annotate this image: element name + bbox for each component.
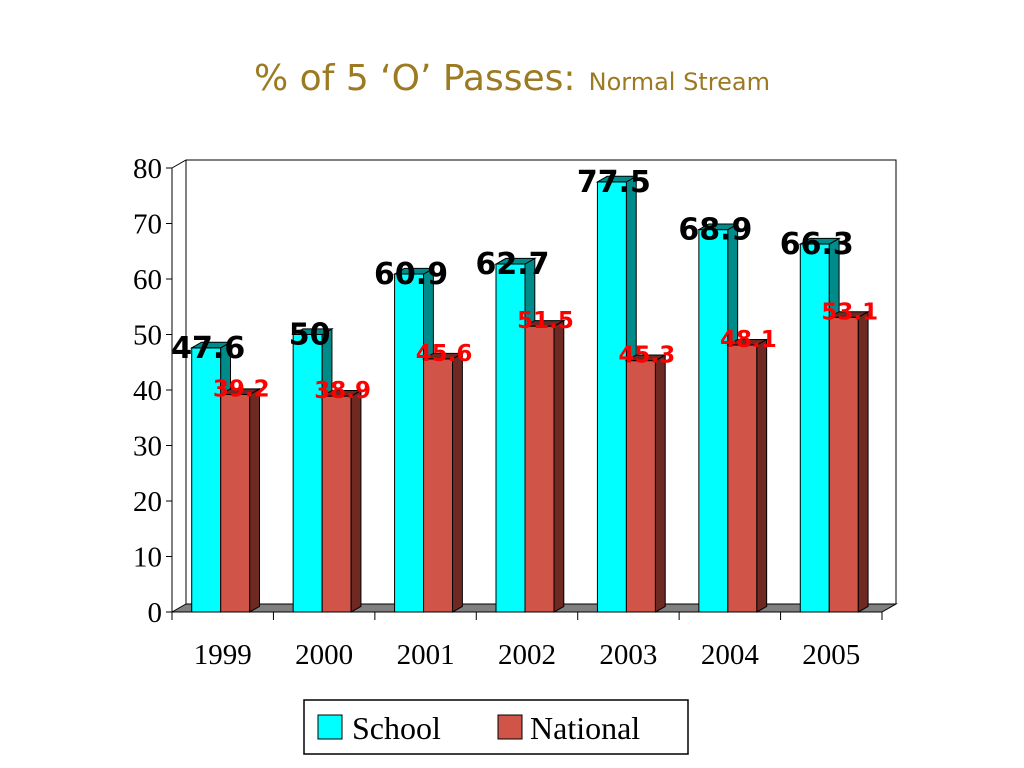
legend-swatch-school <box>317 714 343 740</box>
data-label-school: 62.7 <box>475 247 549 282</box>
bar-top <box>523 320 566 327</box>
data-label-school: 60.9 <box>374 257 448 292</box>
bar-top <box>291 328 334 335</box>
bar-national-2005 <box>827 310 870 613</box>
y-tick-label: 80 <box>133 153 162 185</box>
legend-box <box>303 699 689 755</box>
bar-national-1999 <box>218 387 262 613</box>
x-tick-label: 2001 <box>397 639 455 671</box>
bar-top <box>421 352 465 360</box>
bar-front <box>727 344 758 613</box>
bar-national-2001 <box>421 352 465 613</box>
bar-top <box>624 354 668 362</box>
bar-national-2002 <box>523 319 566 613</box>
bar-front <box>321 395 352 613</box>
bar-front <box>220 393 251 613</box>
y-tick-label: 50 <box>133 320 162 352</box>
x-tick-label: 2002 <box>498 639 556 671</box>
bar-side <box>249 387 261 613</box>
y-tick-label: 0 <box>148 597 163 629</box>
bar-front <box>828 316 859 613</box>
legend: School National <box>303 699 689 755</box>
y-tick-label: 60 <box>133 264 162 296</box>
bar-side <box>654 354 666 613</box>
bar-top <box>827 311 870 318</box>
y-tick-label: 10 <box>133 542 162 574</box>
data-label-national: 53.1 <box>821 299 878 325</box>
bar-front <box>423 358 454 613</box>
bar-national-2003 <box>624 354 668 613</box>
legend-label-national: National <box>530 710 640 746</box>
data-label-school: 77.5 <box>577 165 651 200</box>
x-tick-label: 2003 <box>599 639 657 671</box>
data-label-school: 68.9 <box>678 213 752 248</box>
legend-swatch-national <box>497 714 523 740</box>
bar-top <box>696 223 740 231</box>
x-tick-label: 2004 <box>701 639 760 671</box>
bar-top <box>595 175 639 183</box>
bar-side <box>857 310 869 613</box>
bar-front <box>799 243 830 613</box>
title-subtitle: Normal Stream <box>588 68 770 96</box>
bar-front <box>625 360 656 613</box>
bar-top <box>494 257 537 265</box>
data-label-school: 47.6 <box>171 331 245 366</box>
bar-top <box>320 390 363 397</box>
slide-title: % of 5 ‘O’ Passes: Normal Stream <box>0 58 1024 99</box>
bar-national-2000 <box>320 389 363 613</box>
x-tick-label: 1999 <box>194 639 252 671</box>
data-label-national: 48.1 <box>720 327 777 353</box>
y-tick-label: 40 <box>133 375 162 407</box>
bar-top <box>798 237 841 245</box>
bar-front <box>292 334 323 613</box>
bar-top <box>218 388 262 395</box>
bar-front <box>524 325 555 613</box>
bar-side <box>756 338 768 613</box>
data-label-school: 66.3 <box>780 227 854 262</box>
y-tick-label: 30 <box>133 431 162 463</box>
data-label-national: 39.2 <box>213 376 270 402</box>
x-tick-label: 2005 <box>802 639 860 671</box>
y-tick-label: 20 <box>133 486 162 518</box>
title-main: % of 5 ‘O’ Passes: <box>254 58 576 99</box>
y-tick-label: 70 <box>133 209 162 241</box>
bar-national-2004 <box>725 338 769 613</box>
bar-top <box>392 267 436 275</box>
data-label-national: 38.9 <box>314 378 371 404</box>
data-label-national: 45.6 <box>416 341 473 367</box>
bar-front <box>698 229 729 613</box>
bar-front <box>495 263 526 613</box>
data-label-national: 45.3 <box>619 343 676 369</box>
data-label-school: 50 <box>289 318 331 353</box>
x-tick-label: 2000 <box>295 639 353 671</box>
data-label-national: 51.5 <box>517 308 574 334</box>
legend-label-school: School <box>352 710 441 746</box>
bar-side <box>350 389 362 613</box>
bar-top <box>189 341 233 349</box>
bar-side <box>452 352 463 613</box>
bar-front <box>596 181 627 613</box>
bar-side <box>553 319 565 613</box>
bar-front <box>394 273 425 613</box>
bar-front <box>191 347 222 613</box>
bar-top <box>725 338 769 346</box>
